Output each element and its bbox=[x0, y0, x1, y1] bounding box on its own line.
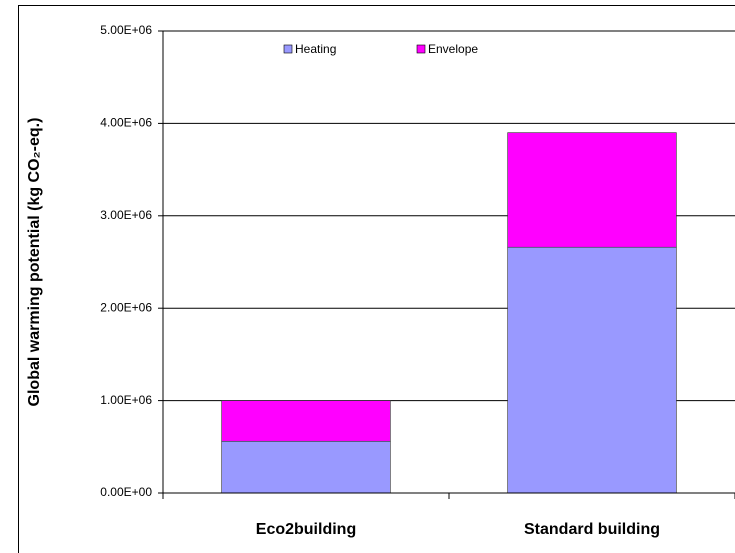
y-tick-label: 0.00E+00 bbox=[100, 485, 152, 499]
x-tick-label: Eco2building bbox=[256, 521, 356, 538]
bar-segment bbox=[507, 246, 677, 494]
x-tick-label: Standard building bbox=[524, 521, 660, 538]
bar-segment bbox=[221, 400, 391, 442]
y-tick-label: 1.00E+06 bbox=[100, 393, 152, 407]
y-tick-label: 2.00E+06 bbox=[100, 300, 152, 314]
legend-label: Heating bbox=[295, 42, 336, 56]
bar-segment bbox=[221, 440, 391, 494]
legend-label: Envelope bbox=[428, 42, 478, 56]
legend-swatch bbox=[283, 44, 293, 54]
y-tick-label: 5.00E+06 bbox=[100, 23, 152, 37]
bar-segment bbox=[507, 132, 677, 248]
chart-frame bbox=[18, 5, 735, 553]
legend-swatch bbox=[416, 44, 426, 54]
y-tick-label: 4.00E+06 bbox=[100, 116, 152, 130]
y-axis-title: Global warming potential (kg CO₂-eq.) bbox=[26, 118, 43, 407]
y-tick-label: 3.00E+06 bbox=[100, 208, 152, 222]
